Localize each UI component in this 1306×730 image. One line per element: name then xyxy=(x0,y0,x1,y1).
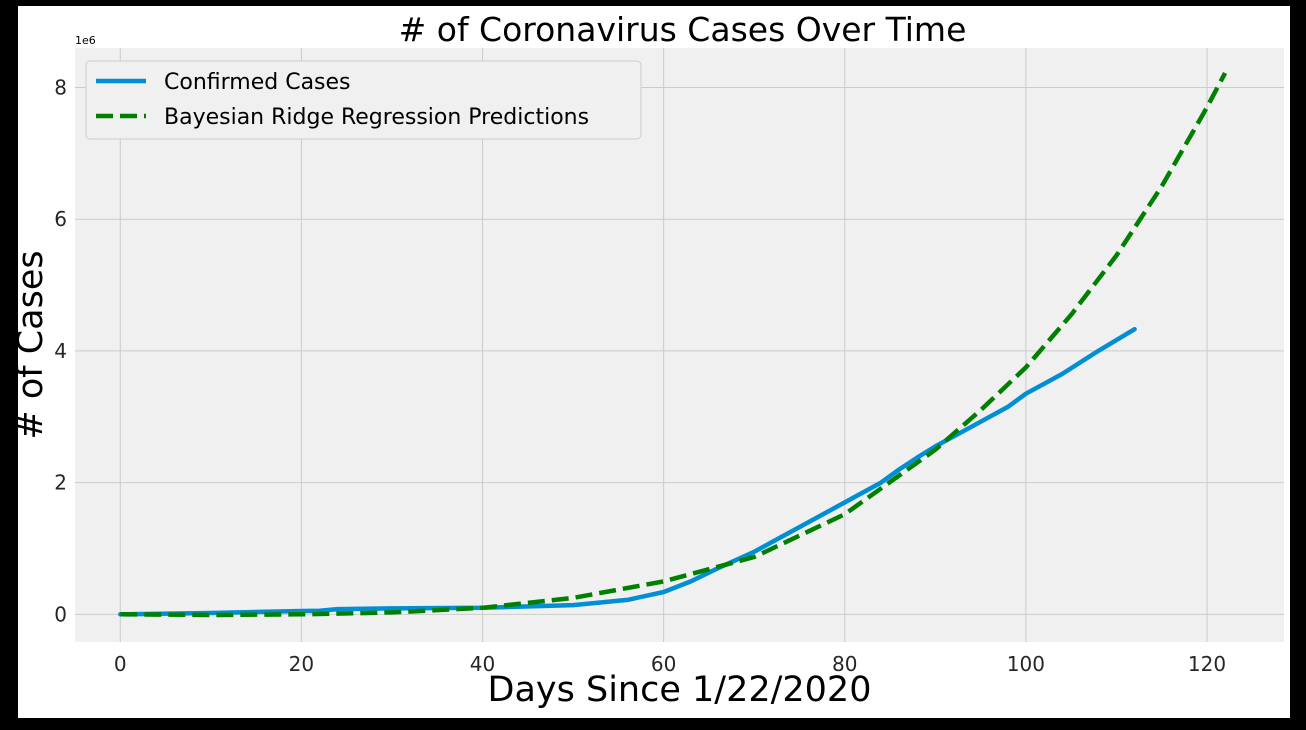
x-tick-label: 20 xyxy=(289,652,314,676)
y-tick-label: 6 xyxy=(54,207,67,231)
y-axis-label: # of Cases xyxy=(18,250,51,439)
legend-box xyxy=(85,60,642,140)
x-tick-label: 100 xyxy=(1007,652,1045,676)
prediction-line xyxy=(120,71,1228,618)
legend-label-prediction: Bayesian Ridge Regression Predictions xyxy=(164,105,589,130)
legend-label-confirmed: Confirmed Cases xyxy=(164,70,351,95)
confirmed-cases-line xyxy=(118,326,1137,617)
x-tick-label: 60 xyxy=(651,652,676,676)
chart-title: # of Coronavirus Cases Over Time xyxy=(399,10,967,49)
y-tick-label: 4 xyxy=(54,339,67,363)
y-tick-label: 8 xyxy=(54,76,67,100)
y-tick-label: 2 xyxy=(54,471,67,495)
x-tick-label: 120 xyxy=(1188,652,1226,676)
x-tick-labels: 0 20 40 60 80 100 120 xyxy=(114,652,1226,676)
y-axis-offset-label: 1e6 xyxy=(75,34,96,47)
y-tick-labels: 0 2 4 6 8 xyxy=(54,76,67,627)
x-tick-label: 40 xyxy=(470,652,495,676)
plot-area xyxy=(75,48,1284,642)
chart-canvas: 0 20 40 60 80 100 120 0 2 4 6 8 # of Coronavirus C… xyxy=(18,10,1284,710)
chart-figure: 0 20 40 60 80 100 120 0 2 4 6 8 # of Coronavirus C… xyxy=(18,6,1290,718)
legend: Confirmed Cases Bayesian Ridge Regressio… xyxy=(85,60,642,140)
y-tick-label: 0 xyxy=(54,602,67,626)
x-tick-label: 0 xyxy=(114,652,127,676)
x-tick-label: 80 xyxy=(832,652,857,676)
series-lines xyxy=(118,71,1228,618)
x-axis-label: Days Since 1/22/2020 xyxy=(488,670,872,710)
